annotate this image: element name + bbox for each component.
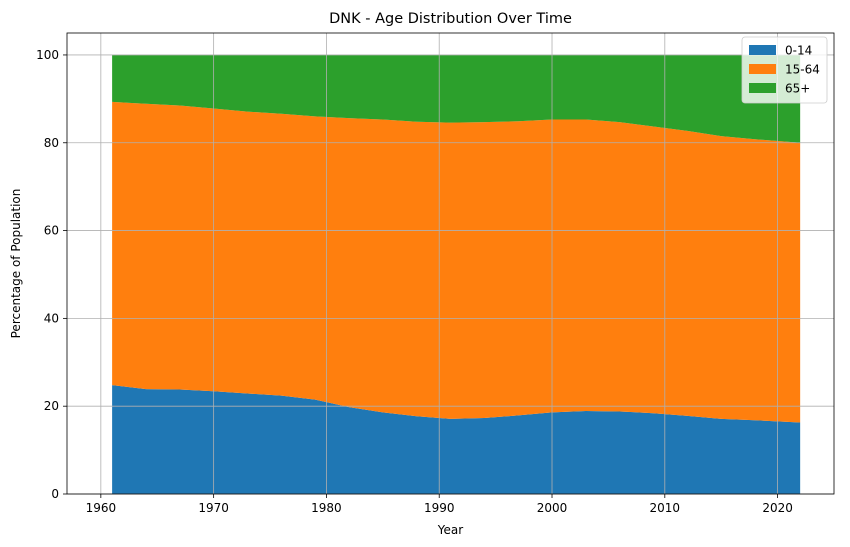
area-15-64 [112, 101, 801, 423]
legend-label: 65+ [785, 82, 810, 96]
area-65+ [112, 54, 801, 143]
y-axis-ticks: 0 20 40 60 80 100 [36, 48, 67, 501]
legend-swatch [749, 83, 776, 93]
x-tick-label: 1960 [86, 501, 117, 515]
x-tick-label: 2020 [762, 501, 793, 515]
chart-title: DNK - Age Distribution Over Time [329, 11, 572, 27]
area-0-14 [112, 385, 801, 494]
legend: 0-14 15-64 65+ [741, 36, 828, 104]
legend-swatch [749, 45, 776, 55]
x-tick-label: 1980 [311, 501, 342, 515]
y-tick-label: 100 [36, 48, 59, 62]
y-tick-label: 40 [44, 311, 59, 325]
y-tick-label: 60 [44, 224, 59, 238]
y-tick-label: 0 [51, 487, 59, 501]
x-tick-label: 1990 [424, 501, 455, 515]
plot-frame [66, 32, 835, 495]
y-tick-label: 20 [44, 399, 59, 413]
x-tick-label: 2000 [537, 501, 568, 515]
legend-label: 15-64 [785, 63, 820, 77]
stacked-areas [112, 54, 801, 494]
y-axis-title: Percentage of Population [9, 189, 23, 339]
x-axis-ticks: 1960 1970 1980 1990 2000 2010 2020 [86, 494, 793, 515]
legend-swatch [749, 64, 776, 74]
x-tick-label: 2010 [650, 501, 681, 515]
y-tick-label: 80 [44, 136, 59, 150]
x-axis-title: Year [437, 523, 463, 537]
legend-label: 0-14 [785, 44, 812, 58]
x-tick-label: 1970 [198, 501, 229, 515]
